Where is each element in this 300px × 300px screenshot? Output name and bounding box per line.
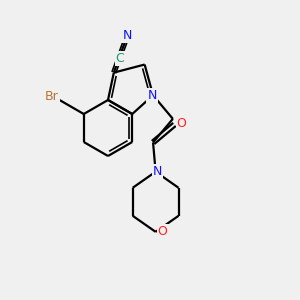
Text: O: O	[158, 225, 168, 239]
Text: N: N	[153, 165, 162, 178]
Text: C: C	[116, 52, 124, 65]
Text: N: N	[122, 29, 132, 42]
Text: O: O	[177, 117, 186, 130]
Text: N: N	[147, 89, 157, 102]
Text: Br: Br	[45, 91, 58, 103]
